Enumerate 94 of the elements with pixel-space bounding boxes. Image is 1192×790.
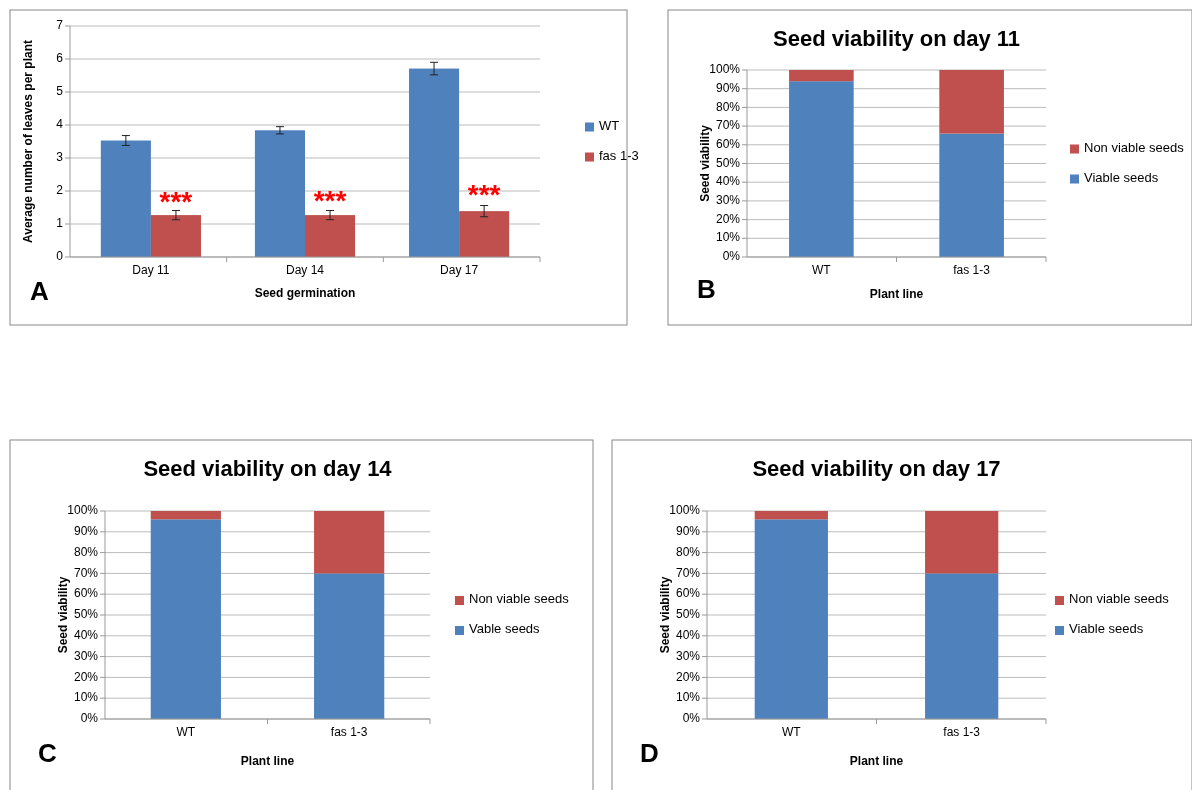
bar: [409, 68, 460, 257]
y-tick-label: 20%: [675, 669, 701, 684]
y-tick-label: 40%: [675, 627, 701, 642]
y-tick-label: 7: [56, 18, 64, 33]
bar: [100, 140, 151, 257]
x-tick-label: fas 1-3: [943, 725, 981, 739]
y-tick-label: 50%: [675, 607, 701, 622]
x-axis-title: Plant line: [240, 754, 295, 768]
text: C: [38, 738, 57, 768]
bar: [150, 215, 201, 257]
y-tick-label: 70%: [675, 565, 701, 580]
annotation: ***: [159, 185, 193, 217]
y-tick-label: 40%: [715, 174, 741, 189]
legend-label: Non viable seeds: [469, 591, 570, 607]
chart-title: Seed viability on day 14: [143, 455, 393, 481]
bar: [305, 215, 356, 257]
legend-label: Viable seeds: [1084, 169, 1159, 185]
x-tick-label: WT: [782, 725, 802, 739]
y-tick-label: 100%: [709, 62, 741, 77]
y-tick-label: 4: [56, 117, 64, 132]
y-tick-label: 80%: [675, 544, 701, 559]
y-tick-label: 0: [56, 249, 64, 264]
bar: [150, 511, 221, 520]
chart-title: Seed viability on day 17: [752, 455, 1001, 481]
bar: [254, 130, 305, 257]
legend-label: Non viable seeds: [1084, 139, 1185, 155]
y-tick-label: 20%: [715, 211, 741, 226]
x-tick-label: fas 1-3: [953, 263, 991, 277]
y-tick-label: 20%: [73, 669, 99, 684]
y-tick-label: 1: [56, 216, 64, 231]
bar: [939, 70, 1004, 134]
bar: [314, 573, 385, 719]
bar: [754, 519, 828, 719]
y-tick-label: 10%: [715, 230, 741, 245]
legend-label: WT: [599, 117, 620, 133]
bar: [789, 81, 854, 257]
y-axis-title: Seed viability: [658, 576, 672, 654]
y-tick-label: 70%: [715, 118, 741, 133]
y-axis-title: Seed viability: [698, 124, 712, 202]
x-tick-label: Day 17: [440, 263, 479, 277]
x-axis-title: Plant line: [849, 754, 904, 768]
bar: [939, 133, 1004, 257]
text: B: [697, 274, 716, 304]
y-tick-label: 40%: [73, 627, 99, 642]
bar: [754, 511, 828, 520]
y-tick-label: 80%: [73, 544, 99, 559]
y-tick-label: 70%: [73, 565, 99, 580]
bar: [925, 573, 999, 719]
y-tick-label: 0%: [80, 711, 99, 726]
y-tick-label: 90%: [73, 523, 99, 538]
x-tick-label: fas 1-3: [330, 725, 368, 739]
text: A: [30, 276, 49, 306]
y-tick-label: 10%: [73, 690, 99, 705]
y-tick-label: 5: [56, 84, 64, 99]
y-tick-label: 50%: [73, 607, 99, 622]
annotation: ***: [313, 184, 347, 216]
y-tick-label: 90%: [715, 80, 741, 95]
x-tick-label: WT: [176, 725, 196, 739]
y-tick-label: 30%: [715, 193, 741, 208]
bar: [925, 511, 999, 574]
text: D: [640, 738, 659, 768]
y-tick-label: 3: [56, 150, 64, 165]
y-tick-label: 6: [56, 51, 64, 66]
y-tick-label: 50%: [715, 155, 741, 170]
y-tick-label: 10%: [675, 690, 701, 705]
legend-label: Non viable seeds: [1069, 591, 1170, 607]
bar: [314, 511, 385, 574]
y-tick-label: 30%: [675, 648, 701, 663]
x-tick-label: WT: [812, 263, 832, 277]
y-tick-label: 30%: [73, 648, 99, 663]
y-axis-title: Average number of leaves per plant: [21, 40, 35, 243]
bar: [459, 211, 510, 257]
chart-title: Seed viability on day 11: [773, 25, 1020, 51]
y-tick-label: 60%: [73, 586, 99, 601]
y-tick-label: 100%: [67, 503, 99, 518]
y-tick-label: 2: [56, 183, 64, 198]
y-tick-label: 100%: [669, 503, 701, 518]
y-tick-label: 80%: [715, 99, 741, 114]
y-axis-title: Seed viability: [56, 576, 70, 654]
x-tick-label: Day 11: [132, 263, 170, 277]
bar: [150, 519, 221, 719]
y-tick-label: 60%: [715, 136, 741, 151]
y-tick-label: 90%: [675, 523, 701, 538]
y-tick-label: 0%: [722, 249, 741, 264]
legend-label: Vable seeds: [469, 621, 541, 637]
x-tick-label: Day 14: [285, 263, 325, 277]
legend-label: fas 1-3: [599, 147, 639, 163]
bar: [789, 70, 854, 82]
y-tick-label: 60%: [675, 586, 701, 601]
y-tick-label: 0%: [682, 711, 701, 726]
x-axis-title: Seed germination: [254, 286, 356, 300]
legend-label: Viable seeds: [1069, 621, 1144, 637]
x-axis-title: Plant line: [869, 287, 924, 301]
annotation: ***: [467, 178, 501, 210]
